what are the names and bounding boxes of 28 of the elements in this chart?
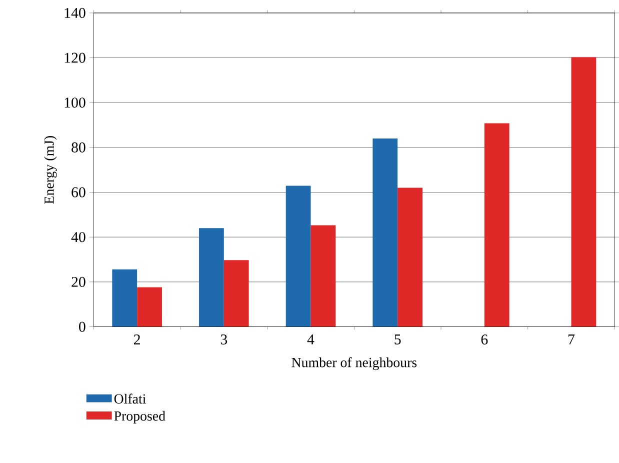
- bar: [137, 287, 162, 327]
- bar: [372, 138, 398, 327]
- legend-label: Proposed: [114, 410, 166, 424]
- bar: [310, 225, 336, 327]
- x-tick-label: 5: [394, 334, 401, 344]
- y-tick-label: 80: [72, 142, 86, 152]
- bar: [112, 269, 138, 327]
- bar: [484, 123, 510, 327]
- y-tick-label: 60: [72, 187, 86, 198]
- bar: [199, 228, 224, 327]
- y-axis-title: Energy (mJ): [44, 136, 57, 204]
- bar: [286, 186, 311, 327]
- bar: [398, 188, 422, 327]
- x-axis-title: Number of neighbours: [292, 357, 417, 370]
- y-tick-label: 40: [71, 232, 86, 242]
- x-tick-label: 6: [481, 334, 488, 344]
- x-tick-label: 4: [307, 334, 314, 344]
- x-tick-label: 3: [220, 334, 228, 344]
- y-tick-label: 120: [64, 52, 86, 63]
- x-tick-label: 2: [134, 334, 140, 344]
- y-tick-label: 100: [64, 97, 86, 108]
- x-tick-label: 7: [568, 334, 575, 344]
- y-tick-label: 0: [79, 322, 86, 332]
- y-tick-label: 140: [64, 8, 86, 18]
- legend-label: Olfati: [114, 394, 146, 404]
- y-tick-label: 20: [72, 276, 86, 287]
- bar: [571, 56, 596, 327]
- bar: [224, 260, 249, 327]
